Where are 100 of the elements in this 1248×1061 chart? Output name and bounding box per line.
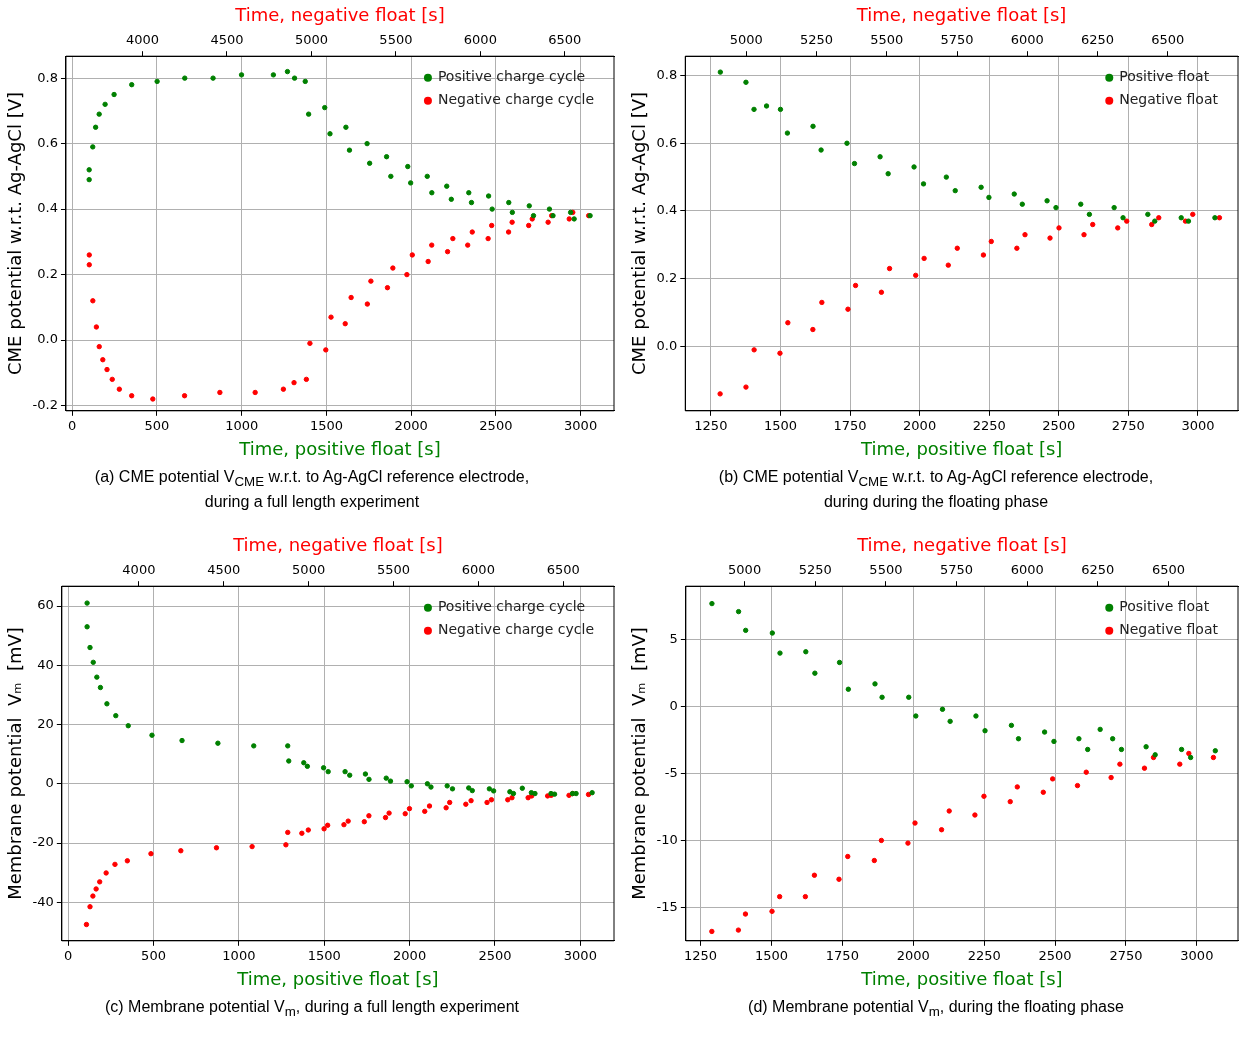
y-tick-label: 60	[37, 597, 54, 613]
y-tick-label: 0.2	[37, 265, 58, 281]
legend-label: Negative charge cycle	[437, 621, 595, 638]
x-tick-label: 2250	[972, 417, 1006, 433]
x-tick-label: 1500	[754, 947, 789, 963]
x2-tick-label: 4000	[122, 561, 156, 577]
x-tick-label: 1000	[225, 417, 259, 433]
x2-tick-label: 6250	[1081, 561, 1115, 577]
x2-axis-title: Time, negative float [s]	[856, 534, 1067, 556]
legend-label: Negative float	[1119, 621, 1219, 638]
y-tick-label: -40	[32, 893, 54, 909]
y-tick-label: 0.0	[656, 337, 678, 353]
x2-tick-label: 6500	[546, 561, 580, 577]
y-tick-label: 0	[45, 775, 54, 791]
x-tick-label: 3000	[564, 417, 598, 433]
x2-tick-label: 5500	[379, 31, 413, 47]
x2-tick-label: 5250	[798, 561, 832, 577]
x-tick-label: 3000	[563, 947, 597, 963]
legend-label: Negative charge cycle	[437, 91, 595, 108]
x-tick-label: 3000	[1181, 417, 1215, 433]
legend-label: Positive float	[1119, 598, 1210, 615]
x-axis-title: Time, positive float [s]	[859, 437, 1063, 459]
x-tick-label: 2000	[394, 417, 428, 433]
legend-label: Positive charge cycle	[437, 68, 586, 85]
x-tick-label: 500	[144, 417, 170, 433]
x2-tick-label: 6000	[463, 31, 497, 47]
y-axis-title: CME potential w.r.t. Ag-AgCl [V]	[628, 92, 650, 375]
y-tick-label: 0.4	[37, 200, 58, 216]
y-tick-label: -20	[32, 834, 54, 850]
text: (b) CME potential V$_{CME}$ w.r.t. to Ag-AgCl reference electrode, during during the floating phase	[717, 467, 1155, 513]
x-axis-title: Time, positive float [s]	[860, 967, 1063, 989]
x-tick-label: 1500	[307, 947, 341, 963]
x2-tick-label: 4000	[125, 31, 160, 47]
x-tick-label: 1500	[763, 417, 797, 433]
x2-tick-label: 6250	[1080, 31, 1115, 47]
y-axis-title: Membrane potential Vₘ [mV]	[4, 627, 26, 900]
x2-tick-label: 5250	[799, 31, 834, 47]
x2-axis-title: Time, negative float [s]	[234, 4, 445, 26]
x-tick-label: 2000	[896, 947, 930, 963]
text: (d) Membrane potential V$_{m}$, during the floating phase	[747, 997, 1125, 1022]
x2-axis-title: Time, negative float [s]	[855, 4, 1067, 26]
x-tick-label: 2500	[1038, 947, 1072, 963]
y-tick-label: 40	[37, 656, 54, 672]
y-tick-label: 0.6	[656, 134, 678, 150]
x2-tick-label: 5500	[869, 561, 903, 577]
y-tick-label: -0.2	[32, 396, 58, 412]
x2-tick-label: 4500	[210, 31, 244, 47]
legend-label: Negative float	[1119, 91, 1219, 108]
y-tick-label: 0.6	[37, 135, 58, 150]
x-tick-label: 1750	[833, 417, 867, 433]
y-tick-label: 0	[669, 698, 678, 714]
x2-tick-label: 5000	[294, 31, 328, 47]
x-axis-title: Time, positive float [s]	[236, 967, 439, 989]
y-tick-label: 20	[37, 715, 54, 731]
x-tick-label: 500	[141, 947, 166, 963]
x-tick-label: 0	[64, 947, 73, 963]
x2-tick-label: 5750	[940, 561, 974, 577]
y-axis-title: Membrane potential Vₘ [mV]	[628, 627, 650, 900]
y-tick-label: 0.2	[656, 270, 678, 286]
x2-tick-label: 5500	[376, 561, 411, 577]
x2-tick-label: 5500	[870, 31, 904, 47]
x2-tick-label: 5000	[292, 561, 326, 577]
y-tick-label: 0.4	[656, 202, 678, 218]
x2-tick-label: 4500	[207, 561, 241, 577]
text: (a) CME potential V$_{CME}$ w.r.t. to Ag-AgCl reference electrode, during a full length experiment	[93, 467, 531, 513]
x2-tick-label: 6500	[548, 31, 582, 47]
y-tick-label: -5	[664, 764, 678, 780]
x-tick-label: 1500	[309, 417, 343, 433]
text: (c) Membrane potential V$_{m}$, during a full length experiment	[104, 997, 520, 1022]
x2-tick-label: 5000	[729, 31, 763, 47]
x2-tick-label: 6000	[1010, 31, 1044, 47]
x-tick-label: 1250	[694, 417, 728, 433]
x-tick-label: 2000	[903, 417, 937, 433]
x-tick-label: 0	[68, 417, 77, 433]
x-tick-label: 2750	[1111, 417, 1145, 433]
x2-tick-label: 5000	[728, 561, 762, 577]
x-tick-label: 1250	[684, 947, 718, 963]
y-tick-label: -15	[656, 898, 678, 914]
x2-tick-label: 6500	[1151, 31, 1185, 47]
x-tick-label: 2250	[967, 947, 1001, 963]
x2-tick-label: 5750	[940, 31, 974, 47]
x-tick-label: 2500	[478, 947, 512, 963]
legend-label: Positive charge cycle	[437, 598, 586, 615]
y-tick-label: 0.8	[37, 69, 58, 85]
x2-tick-label: 6500	[1151, 561, 1186, 577]
x-tick-label: 3000	[1180, 947, 1214, 963]
y-tick-label: -10	[656, 831, 678, 847]
legend-label: Positive float	[1119, 68, 1210, 85]
x-tick-label: 2500	[479, 417, 513, 433]
x-axis-title: Time, positive float [s]	[238, 437, 441, 459]
x-tick-label: 2500	[1042, 417, 1076, 433]
x-tick-label: 2000	[393, 947, 427, 963]
x-tick-label: 2750	[1109, 947, 1143, 963]
x2-tick-label: 6000	[461, 561, 495, 577]
x-tick-label: 1750	[825, 947, 859, 963]
y-tick-label: 0.0	[37, 331, 58, 347]
y-tick-label: 0.8	[656, 66, 678, 82]
x2-axis-title: Time, negative float [s]	[232, 534, 443, 556]
x-tick-label: 1000	[222, 947, 256, 963]
y-tick-label: 5	[669, 631, 678, 647]
